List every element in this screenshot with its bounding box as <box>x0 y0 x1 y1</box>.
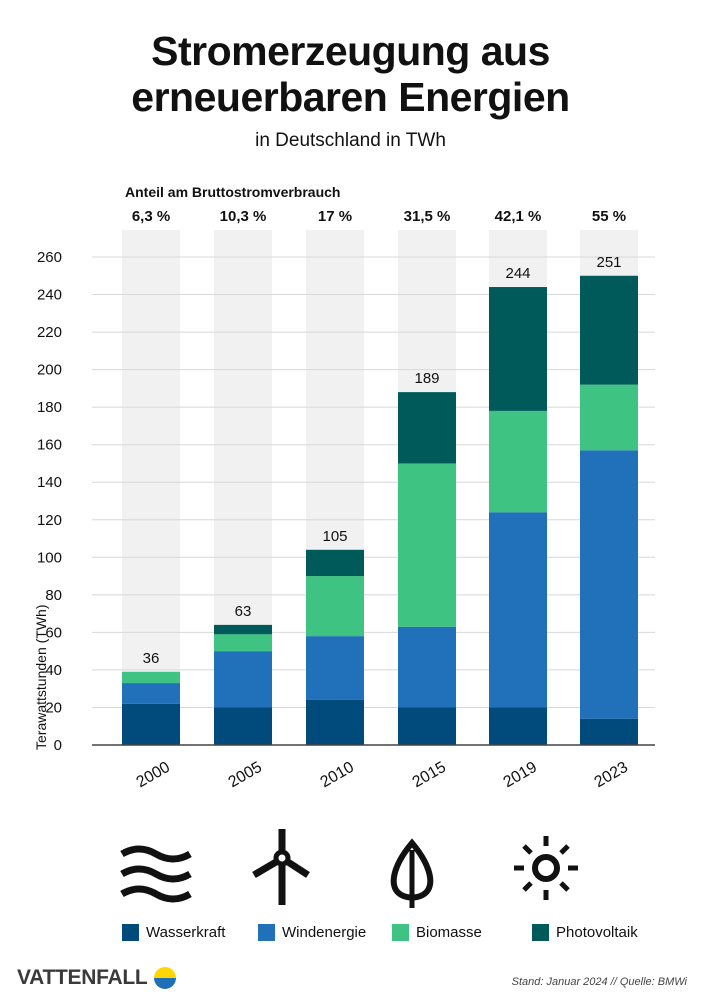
bar-segment-wasserkraft <box>489 707 547 745</box>
bar-segment-windenergie <box>122 683 180 704</box>
x-tick-label: 2005 <box>226 759 265 792</box>
leaf-icon <box>390 838 434 908</box>
bar-segment-photovoltaik <box>489 287 547 411</box>
bar-segment-photovoltaik <box>398 392 456 464</box>
legend-item: Biomasse <box>392 924 482 941</box>
y-tick-label: 160 <box>37 437 62 454</box>
water-waves-icon <box>120 845 192 903</box>
bar-segment-windenergie <box>580 450 638 719</box>
y-tick-label: 260 <box>37 249 62 266</box>
x-tick-label: 2010 <box>318 759 357 792</box>
y-tick-label: 120 <box>37 512 62 529</box>
vattenfall-logo: VATTENFALL <box>17 966 177 990</box>
sun-icon <box>514 836 578 900</box>
share-label: 6,3 % <box>132 208 170 225</box>
y-tick-label: 40 <box>45 662 62 679</box>
y-tick-label: 240 <box>37 287 62 304</box>
y-tick-label: 0 <box>54 737 62 754</box>
bar-segment-wasserkraft <box>214 707 272 745</box>
bar-segment-windenergie <box>489 512 547 708</box>
title-line-1: Stromerzeugung aus <box>151 28 550 74</box>
bar-segment-windenergie <box>398 626 456 708</box>
title-line-2: erneuerbaren Energien <box>131 74 570 120</box>
source-note: Stand: Januar 2024 // Quelle: BMWi <box>511 976 687 988</box>
legend-label: Photovoltaik <box>556 924 638 941</box>
legend-swatch <box>392 924 409 941</box>
wind-turbine-icon <box>252 829 310 905</box>
legend-label: Windenergie <box>282 924 367 941</box>
legend-item: Windenergie <box>258 924 366 941</box>
share-label: 42,1 % <box>495 208 542 225</box>
bar-segment-photovoltaik <box>580 275 638 385</box>
bar-segment-wasserkraft <box>122 703 180 745</box>
y-tick-label: 220 <box>37 324 62 341</box>
x-tick-label: 2023 <box>592 759 631 792</box>
bar-segment-wasserkraft <box>580 718 638 745</box>
bar-segment-photovoltaik <box>306 549 364 577</box>
total-label: 189 <box>414 370 439 387</box>
x-tick-label: 2019 <box>501 759 540 792</box>
bar-segment-windenergie <box>214 651 272 708</box>
share-label: 31,5 % <box>404 208 451 225</box>
bar-segment-windenergie <box>306 636 364 700</box>
total-label: 251 <box>596 254 621 271</box>
share-label: 17 % <box>318 208 352 225</box>
legend-item: Wasserkraft <box>122 924 225 941</box>
bar-segment-biomasse <box>122 671 180 684</box>
y-tick-label: 200 <box>37 362 62 379</box>
y-tick-label: 100 <box>37 549 62 566</box>
x-tick-label: 2015 <box>410 759 449 792</box>
bar-segment-wasserkraft <box>306 699 364 745</box>
chart-title: Stromerzeugung aus erneuerbaren Energien <box>0 28 701 120</box>
legend-label: Biomasse <box>416 924 482 941</box>
y-axis-label: Terawattstunden (TWh) <box>33 605 49 751</box>
y-tick-label: 20 <box>45 699 62 716</box>
share-label: 10,3 % <box>220 208 267 225</box>
bar-segment-wasserkraft <box>398 707 456 745</box>
y-tick-label: 140 <box>37 474 62 491</box>
legend-item: Photovoltaik <box>532 924 638 941</box>
legend-swatch <box>532 924 549 941</box>
brand-name: VATTENFALL <box>17 966 148 989</box>
bar-segment-biomasse <box>214 634 272 652</box>
bar-background <box>122 230 180 745</box>
y-tick-label: 80 <box>45 587 62 604</box>
y-tick-label: 180 <box>37 399 62 416</box>
legend-label: Wasserkraft <box>146 924 226 941</box>
bar-segment-biomasse <box>489 410 547 513</box>
total-label: 105 <box>322 528 347 545</box>
bar-segment-photovoltaik <box>214 624 272 635</box>
total-label: 36 <box>143 650 160 667</box>
bar-segment-biomasse <box>580 384 638 451</box>
bar-segment-biomasse <box>306 576 364 637</box>
bar-segment-biomasse <box>398 463 456 627</box>
total-label: 63 <box>235 603 252 620</box>
total-label: 244 <box>505 265 530 282</box>
share-label: 55 % <box>592 208 626 225</box>
y-tick-label: 60 <box>45 624 62 641</box>
x-tick-label: 2000 <box>134 759 173 792</box>
legend-swatch <box>122 924 139 941</box>
legend-swatch <box>258 924 275 941</box>
vattenfall-logo-icon <box>154 967 177 989</box>
chart-subtitle: in Deutschland in TWh <box>255 130 446 151</box>
share-heading: Anteil am Bruttostromverbrauch <box>125 184 340 200</box>
